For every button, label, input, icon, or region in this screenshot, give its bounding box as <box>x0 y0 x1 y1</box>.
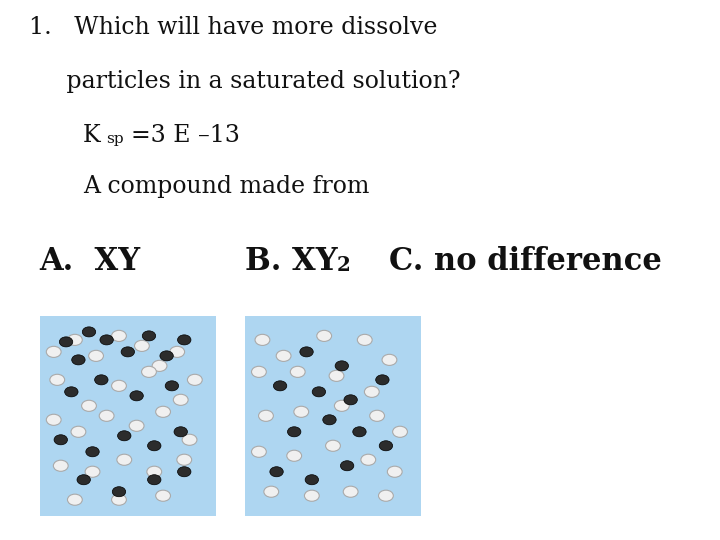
Circle shape <box>50 374 65 386</box>
Circle shape <box>77 475 91 485</box>
Circle shape <box>160 351 174 361</box>
Circle shape <box>53 460 68 471</box>
Circle shape <box>156 406 171 417</box>
Circle shape <box>112 487 126 497</box>
Circle shape <box>85 466 100 477</box>
Circle shape <box>341 461 354 471</box>
Circle shape <box>130 391 143 401</box>
Circle shape <box>258 410 274 421</box>
Circle shape <box>54 435 68 445</box>
Text: K: K <box>83 124 100 147</box>
Circle shape <box>255 334 270 346</box>
Circle shape <box>129 420 144 431</box>
Circle shape <box>89 350 104 361</box>
Circle shape <box>287 427 301 437</box>
Text: sp: sp <box>107 132 124 146</box>
Circle shape <box>100 335 113 345</box>
Circle shape <box>174 427 187 437</box>
Circle shape <box>152 360 167 372</box>
Circle shape <box>178 335 191 345</box>
Circle shape <box>82 327 96 337</box>
Circle shape <box>99 410 114 421</box>
Text: 1.   Which will have more dissolve: 1. Which will have more dissolve <box>29 16 437 39</box>
Circle shape <box>251 446 266 457</box>
Circle shape <box>290 366 305 377</box>
Circle shape <box>117 454 132 465</box>
Text: particles in a saturated solution?: particles in a saturated solution? <box>29 70 460 93</box>
Circle shape <box>174 394 188 406</box>
Circle shape <box>379 441 392 451</box>
Circle shape <box>270 467 283 477</box>
Circle shape <box>46 414 61 426</box>
Circle shape <box>317 330 332 341</box>
Circle shape <box>165 381 179 391</box>
Circle shape <box>187 374 202 386</box>
Circle shape <box>135 340 149 352</box>
Circle shape <box>68 494 82 505</box>
Circle shape <box>305 475 318 485</box>
Circle shape <box>86 447 99 457</box>
Circle shape <box>112 494 127 505</box>
Circle shape <box>305 490 319 501</box>
Circle shape <box>323 415 336 425</box>
Circle shape <box>344 395 357 405</box>
Circle shape <box>170 346 184 357</box>
Text: 2: 2 <box>337 255 351 275</box>
Circle shape <box>335 361 348 371</box>
Circle shape <box>325 440 341 451</box>
Circle shape <box>300 347 313 357</box>
Circle shape <box>251 366 266 377</box>
Circle shape <box>177 454 192 465</box>
Circle shape <box>72 355 85 365</box>
Circle shape <box>361 454 376 465</box>
Circle shape <box>142 366 156 377</box>
Circle shape <box>312 387 325 397</box>
Circle shape <box>329 370 344 381</box>
Circle shape <box>121 347 135 357</box>
Circle shape <box>294 406 309 417</box>
Text: =3 E –13: =3 E –13 <box>131 124 240 147</box>
Circle shape <box>287 450 302 461</box>
Circle shape <box>65 387 78 397</box>
Circle shape <box>148 441 161 451</box>
Circle shape <box>117 431 131 441</box>
Circle shape <box>46 346 61 357</box>
Circle shape <box>274 381 287 391</box>
Circle shape <box>392 426 408 437</box>
Circle shape <box>364 386 379 397</box>
Text: A compound made from: A compound made from <box>83 176 369 199</box>
Circle shape <box>178 467 191 477</box>
Circle shape <box>182 434 197 446</box>
Circle shape <box>112 330 127 341</box>
Circle shape <box>382 354 397 366</box>
Circle shape <box>112 380 127 392</box>
Text: A.  XY: A. XY <box>40 246 140 276</box>
Text: C. no difference: C. no difference <box>389 246 662 276</box>
FancyBboxPatch shape <box>245 316 421 516</box>
Circle shape <box>343 486 358 497</box>
Circle shape <box>148 475 161 485</box>
Circle shape <box>71 426 86 437</box>
Circle shape <box>68 334 82 346</box>
Circle shape <box>264 486 279 497</box>
Text: B. XY: B. XY <box>245 246 338 276</box>
Circle shape <box>379 490 393 501</box>
Circle shape <box>147 466 162 477</box>
Circle shape <box>81 400 96 411</box>
Circle shape <box>376 375 389 385</box>
Circle shape <box>276 350 291 361</box>
Circle shape <box>143 331 156 341</box>
Circle shape <box>357 334 372 346</box>
Circle shape <box>334 400 349 411</box>
Circle shape <box>59 337 73 347</box>
Circle shape <box>94 375 108 385</box>
Circle shape <box>387 466 402 477</box>
Circle shape <box>369 410 384 421</box>
Circle shape <box>156 490 171 501</box>
FancyBboxPatch shape <box>40 316 216 516</box>
Circle shape <box>353 427 366 437</box>
